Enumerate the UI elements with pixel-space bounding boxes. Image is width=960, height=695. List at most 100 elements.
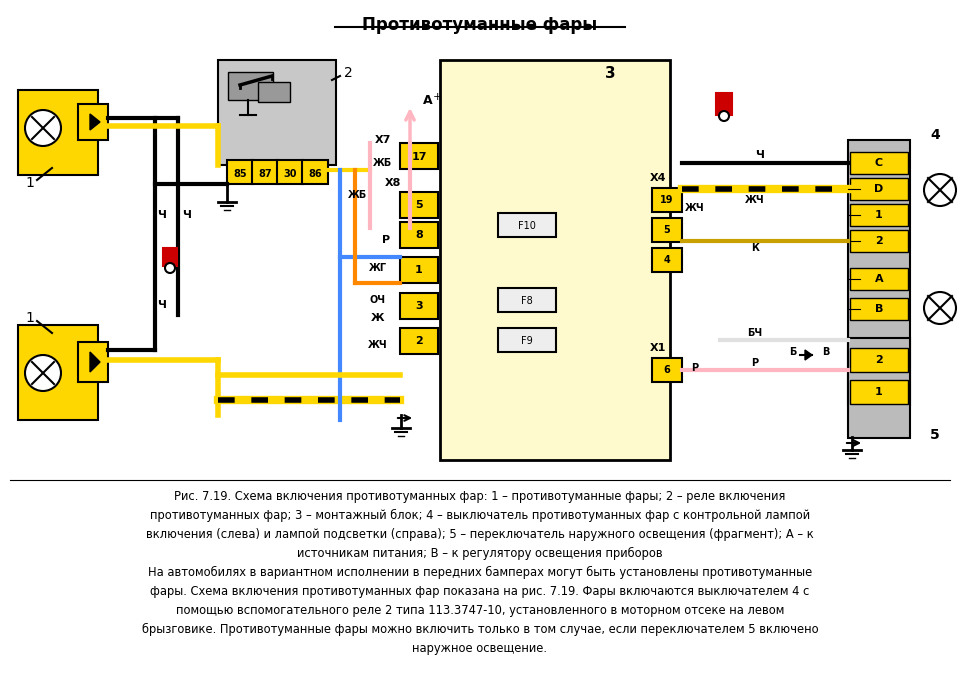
Text: ЖЧ: ЖЧ <box>745 195 765 205</box>
Text: 86: 86 <box>308 169 322 179</box>
Text: C: C <box>875 158 883 168</box>
Bar <box>258 82 290 102</box>
Text: X7: X7 <box>374 135 391 145</box>
Bar <box>302 160 328 184</box>
Text: К: К <box>751 243 759 253</box>
Text: ЖЧ: ЖЧ <box>369 340 388 350</box>
Text: X4: X4 <box>650 173 666 183</box>
Text: F8: F8 <box>521 296 533 306</box>
Text: 1: 1 <box>26 176 35 190</box>
Bar <box>848 140 910 405</box>
Text: F9: F9 <box>521 336 533 346</box>
Text: 8: 8 <box>415 230 422 240</box>
Text: брызговике. Противотуманные фары можно включить только в том случае, если перекл: брызговике. Противотуманные фары можно в… <box>142 623 818 636</box>
Bar <box>850 268 908 290</box>
Text: 1: 1 <box>26 311 35 325</box>
Text: 1: 1 <box>876 210 883 220</box>
Bar <box>18 325 98 420</box>
Text: 1: 1 <box>876 387 883 397</box>
Text: Р: Р <box>691 363 699 373</box>
Text: 2: 2 <box>876 236 883 246</box>
Text: БЧ: БЧ <box>748 328 762 338</box>
Text: ЖЧ: ЖЧ <box>685 203 705 213</box>
Bar <box>78 342 108 382</box>
Text: 1: 1 <box>415 265 422 275</box>
Text: противотуманных фар; 3 – монтажный блок; 4 – выключатель противотуманных фар с к: противотуманных фар; 3 – монтажный блок;… <box>150 509 810 522</box>
Text: 5: 5 <box>930 428 940 442</box>
Bar <box>440 60 670 460</box>
Text: помощью вспомогательного реле 2 типа 113.3747-10, установленного в моторном отсе: помощью вспомогательного реле 2 типа 113… <box>176 604 784 617</box>
Text: 17: 17 <box>411 152 427 162</box>
Bar <box>228 72 273 100</box>
Bar <box>18 90 98 175</box>
Circle shape <box>25 355 61 391</box>
Text: D: D <box>875 184 883 194</box>
Circle shape <box>25 110 61 146</box>
Bar <box>498 328 556 352</box>
Bar <box>400 328 438 354</box>
Text: включения (слева) и лампой подсветки (справа); 5 – переключатель наружного освещ: включения (слева) и лампой подсветки (сп… <box>146 528 814 541</box>
Circle shape <box>719 111 729 121</box>
Text: 3: 3 <box>605 65 615 81</box>
Bar <box>848 338 910 438</box>
Text: X1: X1 <box>650 343 666 353</box>
Text: +: + <box>432 92 442 102</box>
Text: фары. Схема включения противотуманных фар показана на рис. 7.19. Фары включаются: фары. Схема включения противотуманных фа… <box>151 585 809 598</box>
Polygon shape <box>90 114 100 130</box>
Bar <box>252 160 278 184</box>
Text: Рис. 7.19. Схема включения противотуманных фар: 1 – противотуманные фары; 2 – ре: Рис. 7.19. Схема включения противотуманн… <box>175 490 785 503</box>
Text: 5: 5 <box>663 225 670 235</box>
Text: наружное освещение.: наружное освещение. <box>413 642 547 655</box>
Bar <box>652 358 682 382</box>
Circle shape <box>165 263 175 273</box>
Text: 4: 4 <box>663 255 670 265</box>
Bar <box>850 178 908 200</box>
Text: A: A <box>875 274 883 284</box>
Text: Ч: Ч <box>157 210 166 220</box>
Polygon shape <box>90 352 100 372</box>
Text: Противотуманные фары: Противотуманные фары <box>362 16 598 34</box>
Text: Ж: Ж <box>372 313 385 323</box>
Bar <box>400 293 438 319</box>
Bar <box>400 222 438 248</box>
Bar <box>850 298 908 320</box>
Text: 3: 3 <box>415 301 422 311</box>
Bar <box>850 380 908 404</box>
Bar <box>716 93 732 115</box>
Text: 19: 19 <box>660 195 674 205</box>
Text: Ч: Ч <box>756 150 764 160</box>
Text: Ч: Ч <box>157 300 166 310</box>
Polygon shape <box>805 350 812 360</box>
Text: 2: 2 <box>415 336 422 346</box>
Text: Б: Б <box>789 347 797 357</box>
Bar <box>652 218 682 242</box>
Bar <box>400 257 438 283</box>
Text: 2: 2 <box>344 66 352 80</box>
Text: ЖБ: ЖБ <box>373 158 393 168</box>
Circle shape <box>924 292 956 324</box>
Text: В: В <box>823 347 829 357</box>
Text: ЖГ: ЖГ <box>369 263 387 273</box>
Text: На автомобилях в вариантном исполнении в передних бамперах могут быть установлен: На автомобилях в вариантном исполнении в… <box>148 566 812 579</box>
Bar <box>400 192 438 218</box>
Text: 4: 4 <box>930 128 940 142</box>
Text: 2: 2 <box>876 355 883 365</box>
Text: ОЧ: ОЧ <box>370 295 386 305</box>
Text: ЖБ: ЖБ <box>348 190 368 200</box>
Text: 85: 85 <box>233 169 247 179</box>
Text: A: A <box>423 94 433 106</box>
Text: B: B <box>875 304 883 314</box>
Bar <box>652 248 682 272</box>
Bar <box>277 160 303 184</box>
Text: 87: 87 <box>258 169 272 179</box>
Text: 5: 5 <box>415 200 422 210</box>
Bar <box>78 104 108 140</box>
Bar <box>850 152 908 174</box>
Bar <box>400 143 438 169</box>
Text: 30: 30 <box>283 169 297 179</box>
Circle shape <box>924 174 956 206</box>
Text: Ч: Ч <box>182 210 191 220</box>
Text: X8: X8 <box>385 178 401 188</box>
Bar <box>498 213 556 237</box>
Text: F10: F10 <box>518 221 536 231</box>
